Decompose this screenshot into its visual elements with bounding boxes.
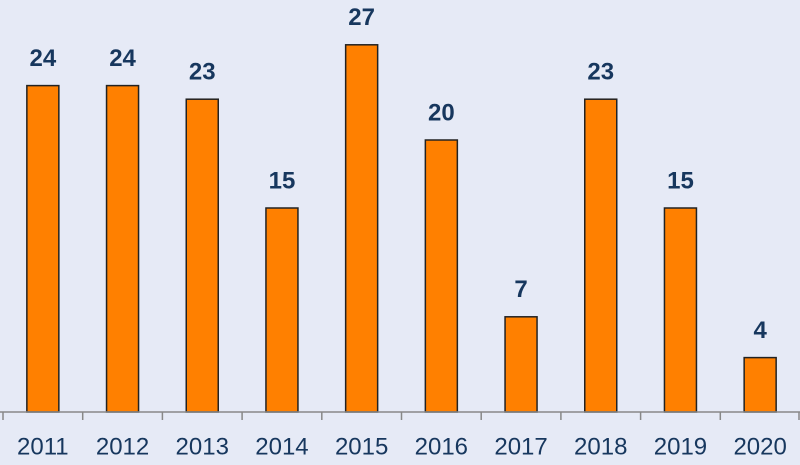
bar — [185, 98, 219, 413]
x-tick-label: 2012 — [96, 433, 149, 460]
x-tick-label: 2020 — [733, 433, 786, 460]
x-tick-label: 2011 — [17, 433, 69, 460]
data-label: 23 — [587, 59, 614, 86]
data-label: 15 — [269, 167, 296, 194]
x-tick-label: 2015 — [335, 433, 388, 460]
bar — [344, 44, 379, 413]
bar — [743, 356, 777, 413]
x-tick-label: 2018 — [574, 433, 627, 460]
bar — [105, 84, 140, 413]
x-tick-label: 2014 — [255, 433, 308, 460]
data-label: 23 — [189, 59, 216, 86]
x-tick-label: 2013 — [176, 433, 229, 460]
bar — [663, 207, 698, 413]
bar — [424, 139, 459, 413]
data-label: 7 — [514, 276, 527, 303]
x-tick-label: 2019 — [654, 433, 707, 460]
data-label: 15 — [667, 167, 694, 194]
data-label: 20 — [428, 99, 455, 126]
data-label: 24 — [29, 45, 56, 72]
x-tick-label: 2017 — [494, 433, 547, 460]
data-label: 4 — [753, 317, 767, 344]
bar — [584, 98, 618, 413]
x-tick-label: 2016 — [415, 433, 468, 460]
data-label: 24 — [109, 45, 136, 72]
bar — [504, 316, 538, 413]
data-label: 27 — [348, 4, 375, 31]
bar — [265, 207, 299, 413]
bar — [26, 84, 60, 413]
